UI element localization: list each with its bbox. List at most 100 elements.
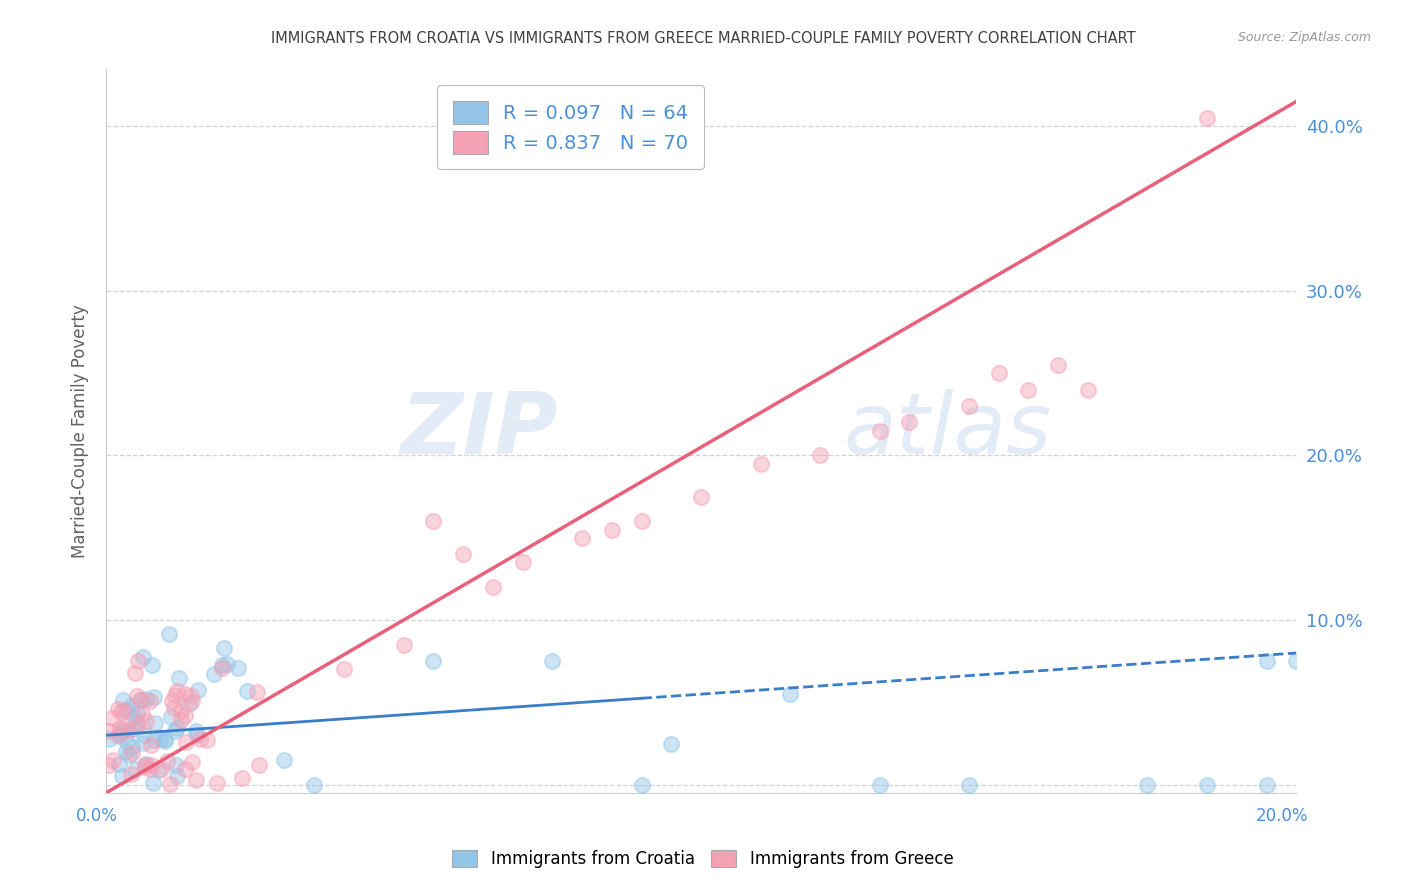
Point [97, 732, 120, 747]
Point [112, 703, 135, 717]
Point [779, 687, 801, 701]
Point [134, 758, 156, 772]
Point [97, 757, 120, 772]
Point [135, 692, 157, 706]
Text: ZIP: ZIP [401, 389, 558, 472]
Legend: Immigrants from Croatia, Immigrants from Greece: Immigrants from Croatia, Immigrants from… [446, 843, 960, 875]
Point [226, 661, 249, 675]
Point [101, 753, 124, 767]
Point [246, 684, 269, 698]
Point [180, 689, 202, 703]
Point [184, 723, 207, 738]
Point [135, 756, 157, 771]
Legend: R = 0.097   N = 64, R = 0.837   N = 70: R = 0.097 N = 64, R = 0.837 N = 70 [437, 86, 703, 169]
Text: atlas: atlas [844, 389, 1052, 472]
Point [898, 416, 921, 430]
Point [125, 706, 148, 721]
Point [180, 693, 202, 707]
Point [181, 756, 204, 770]
Point [174, 687, 197, 701]
Point [120, 767, 142, 781]
Point [101, 711, 124, 725]
Point [159, 709, 181, 723]
Point [186, 728, 208, 742]
Point [111, 769, 134, 783]
Point [122, 710, 145, 724]
Point [163, 724, 186, 739]
Point [957, 399, 980, 413]
Point [142, 690, 165, 704]
Point [188, 731, 211, 746]
Point [120, 699, 142, 714]
Point [132, 736, 155, 750]
Point [659, 737, 682, 751]
Point [128, 692, 150, 706]
Point [124, 666, 146, 681]
Point [1195, 111, 1218, 125]
Point [1047, 358, 1070, 372]
Point [1256, 778, 1278, 792]
Point [869, 424, 891, 438]
Point [111, 723, 134, 738]
Point [142, 732, 165, 747]
Point [149, 731, 172, 746]
Text: 0.0%: 0.0% [76, 807, 118, 825]
Point [163, 701, 186, 715]
Point [273, 753, 295, 767]
Point [153, 734, 176, 748]
Point [134, 728, 156, 742]
Point [143, 715, 166, 730]
Point [108, 756, 131, 771]
Point [156, 754, 179, 768]
Point [333, 663, 356, 677]
Point [176, 735, 198, 749]
Point [118, 723, 141, 737]
Text: 20.0%: 20.0% [1256, 807, 1308, 825]
Point [170, 714, 193, 728]
Point [117, 718, 139, 732]
Point [512, 556, 534, 570]
Point [122, 723, 145, 737]
Point [107, 702, 129, 716]
Point [148, 764, 170, 778]
Point [1017, 383, 1039, 397]
Point [166, 769, 188, 783]
Point [630, 778, 652, 792]
Point [195, 733, 218, 747]
Point [173, 708, 195, 723]
Point [134, 760, 156, 774]
Point [749, 457, 772, 471]
Point [153, 732, 176, 747]
Point [451, 547, 474, 561]
Point [165, 688, 187, 702]
Point [166, 684, 188, 698]
Point [808, 449, 831, 463]
Point [231, 771, 253, 785]
Point [184, 772, 207, 787]
Point [205, 776, 228, 790]
Point [121, 746, 143, 760]
Point [174, 762, 197, 776]
Point [211, 661, 233, 675]
Point [236, 684, 259, 698]
Point [571, 531, 593, 545]
Point [302, 778, 325, 792]
Point [422, 514, 444, 528]
Point [481, 580, 503, 594]
Point [141, 658, 163, 673]
Point [127, 717, 149, 731]
Point [630, 514, 652, 528]
Point [125, 689, 148, 703]
Point [121, 739, 143, 754]
Point [131, 650, 153, 665]
Point [187, 683, 209, 698]
Point [422, 654, 444, 668]
Text: Source: ZipAtlas.com: Source: ZipAtlas.com [1237, 31, 1371, 45]
Point [150, 763, 173, 777]
Point [165, 758, 187, 772]
Point [139, 694, 162, 708]
Point [139, 738, 162, 752]
Point [135, 714, 157, 729]
Point [108, 722, 131, 736]
Point [117, 735, 139, 749]
